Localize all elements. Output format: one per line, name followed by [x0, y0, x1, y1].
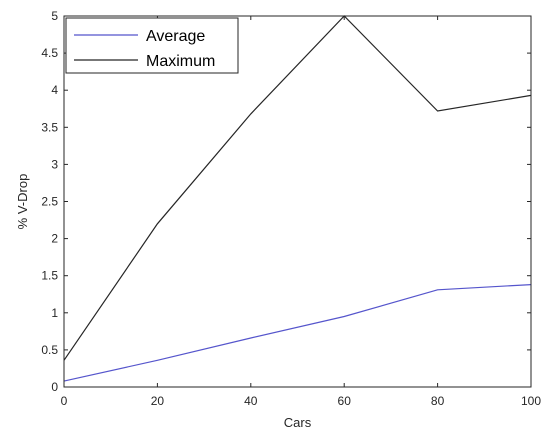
y-tick-label: 0.5 [41, 343, 58, 357]
legend-box [65, 17, 239, 74]
legend: Average Maximum [65, 17, 239, 74]
y-tick-label: 5 [51, 9, 58, 23]
y-axis-label: % V-Drop [15, 174, 30, 230]
x-axis-label: Cars [284, 415, 312, 430]
y-tick-label: 0 [51, 380, 58, 394]
x-tick-label: 0 [61, 394, 68, 408]
y-tick-label: 4.5 [41, 46, 58, 60]
x-tick-label: 80 [431, 394, 445, 408]
y-tick-label: 2 [51, 232, 58, 246]
y-tick-label: 1 [51, 306, 58, 320]
series-line-maximum [63, 15, 532, 361]
legend-label-average: Average [146, 28, 205, 45]
y-tick-label: 2.5 [41, 195, 58, 209]
x-tick-label: 20 [151, 394, 165, 408]
y-tick-label: 4 [51, 83, 58, 97]
plot-frame [63, 15, 532, 388]
tick-labels-layer: 0 20 40 60 80 100 0 0.5 1 1.5 2 2.5 3 3.5 4 4.5 5 [41, 9, 541, 408]
y-tick-label: 3 [51, 157, 58, 171]
x-tick-label: 40 [244, 394, 258, 408]
y-tick-label: 1.5 [41, 269, 58, 283]
legend-label-maximum: Maximum [146, 53, 215, 70]
series-line-average [63, 284, 532, 382]
x-tick-label: 60 [338, 394, 352, 408]
x-tick-label: 100 [521, 394, 541, 408]
lines-layer [63, 15, 532, 382]
y-tick-label: 3.5 [41, 120, 58, 134]
